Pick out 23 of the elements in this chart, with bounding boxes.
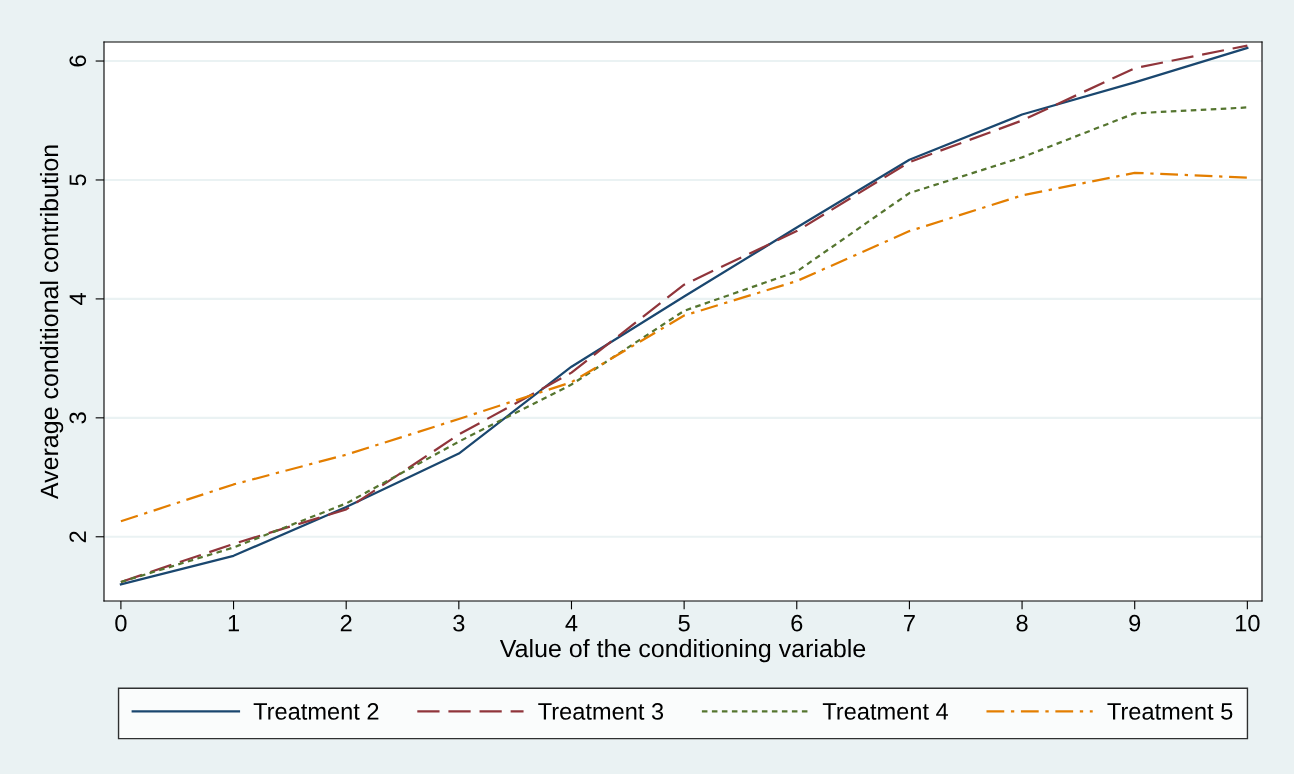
y-tick-label: 6	[69, 55, 87, 67]
y-axis-title: Average conditional contribution	[39, 145, 64, 500]
x-tick-label: 1	[228, 615, 239, 632]
x-tick-label: 6	[791, 614, 803, 632]
line-series	[119, 171, 1249, 523]
x-tick-label: 3	[453, 614, 465, 632]
legend-label: Treatment 4	[822, 703, 949, 720]
x-tick-label: 7	[904, 615, 915, 632]
y-tick-label: 4	[69, 293, 86, 305]
x-tick-label: 9	[1129, 614, 1141, 632]
x-tick-label: 4	[565, 615, 578, 632]
y-tick-label: 5	[69, 174, 87, 186]
y-tick-label: 3	[69, 412, 87, 424]
legend-label: Treatment 3	[538, 703, 664, 720]
legend-label: Treatment 2	[253, 703, 379, 720]
x-tick-label: 0	[115, 614, 127, 632]
x-tick-label: 10	[1236, 614, 1260, 632]
x-tick-label: 5	[678, 615, 690, 632]
x-tick-label: 8	[1016, 614, 1028, 632]
x-axis-title: Value of the conditioning variable	[499, 638, 866, 663]
x-tick-label: 2	[340, 614, 352, 632]
legend-label: Treatment 5	[1107, 703, 1233, 720]
y-tick-label: 2	[69, 531, 86, 543]
